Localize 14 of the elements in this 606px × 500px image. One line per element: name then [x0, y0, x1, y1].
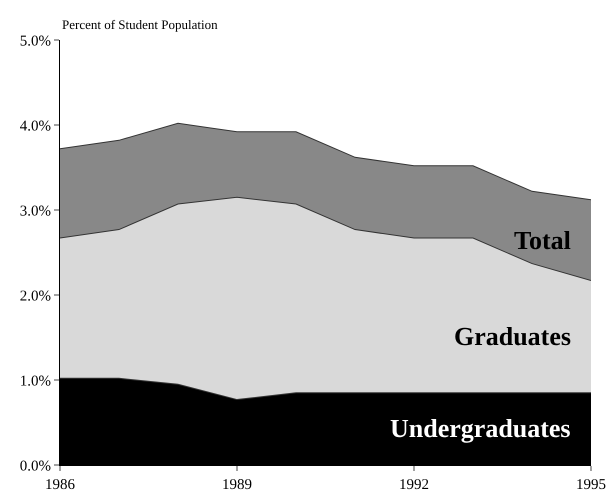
- y-tick-label: 3.0%: [20, 203, 51, 220]
- y-tick-label: 0.0%: [20, 458, 51, 474]
- y-tick-label: 2.0%: [20, 288, 51, 304]
- y-axis-title: Percent of Student Population: [62, 17, 218, 32]
- y-tick-label: 5.0%: [20, 33, 51, 50]
- x-tick-label: 1989: [222, 477, 252, 493]
- y-tick-label: 1.0%: [20, 373, 51, 390]
- series-label: Total: [514, 226, 571, 255]
- series-label: Undergraduates: [390, 414, 571, 443]
- y-tick-label: 4.0%: [20, 118, 51, 134]
- x-tick-label: 1995: [576, 477, 606, 493]
- series-label: Graduates: [454, 322, 571, 351]
- x-tick-label: 1992: [399, 477, 429, 493]
- x-tick-label: 1986: [45, 477, 76, 493]
